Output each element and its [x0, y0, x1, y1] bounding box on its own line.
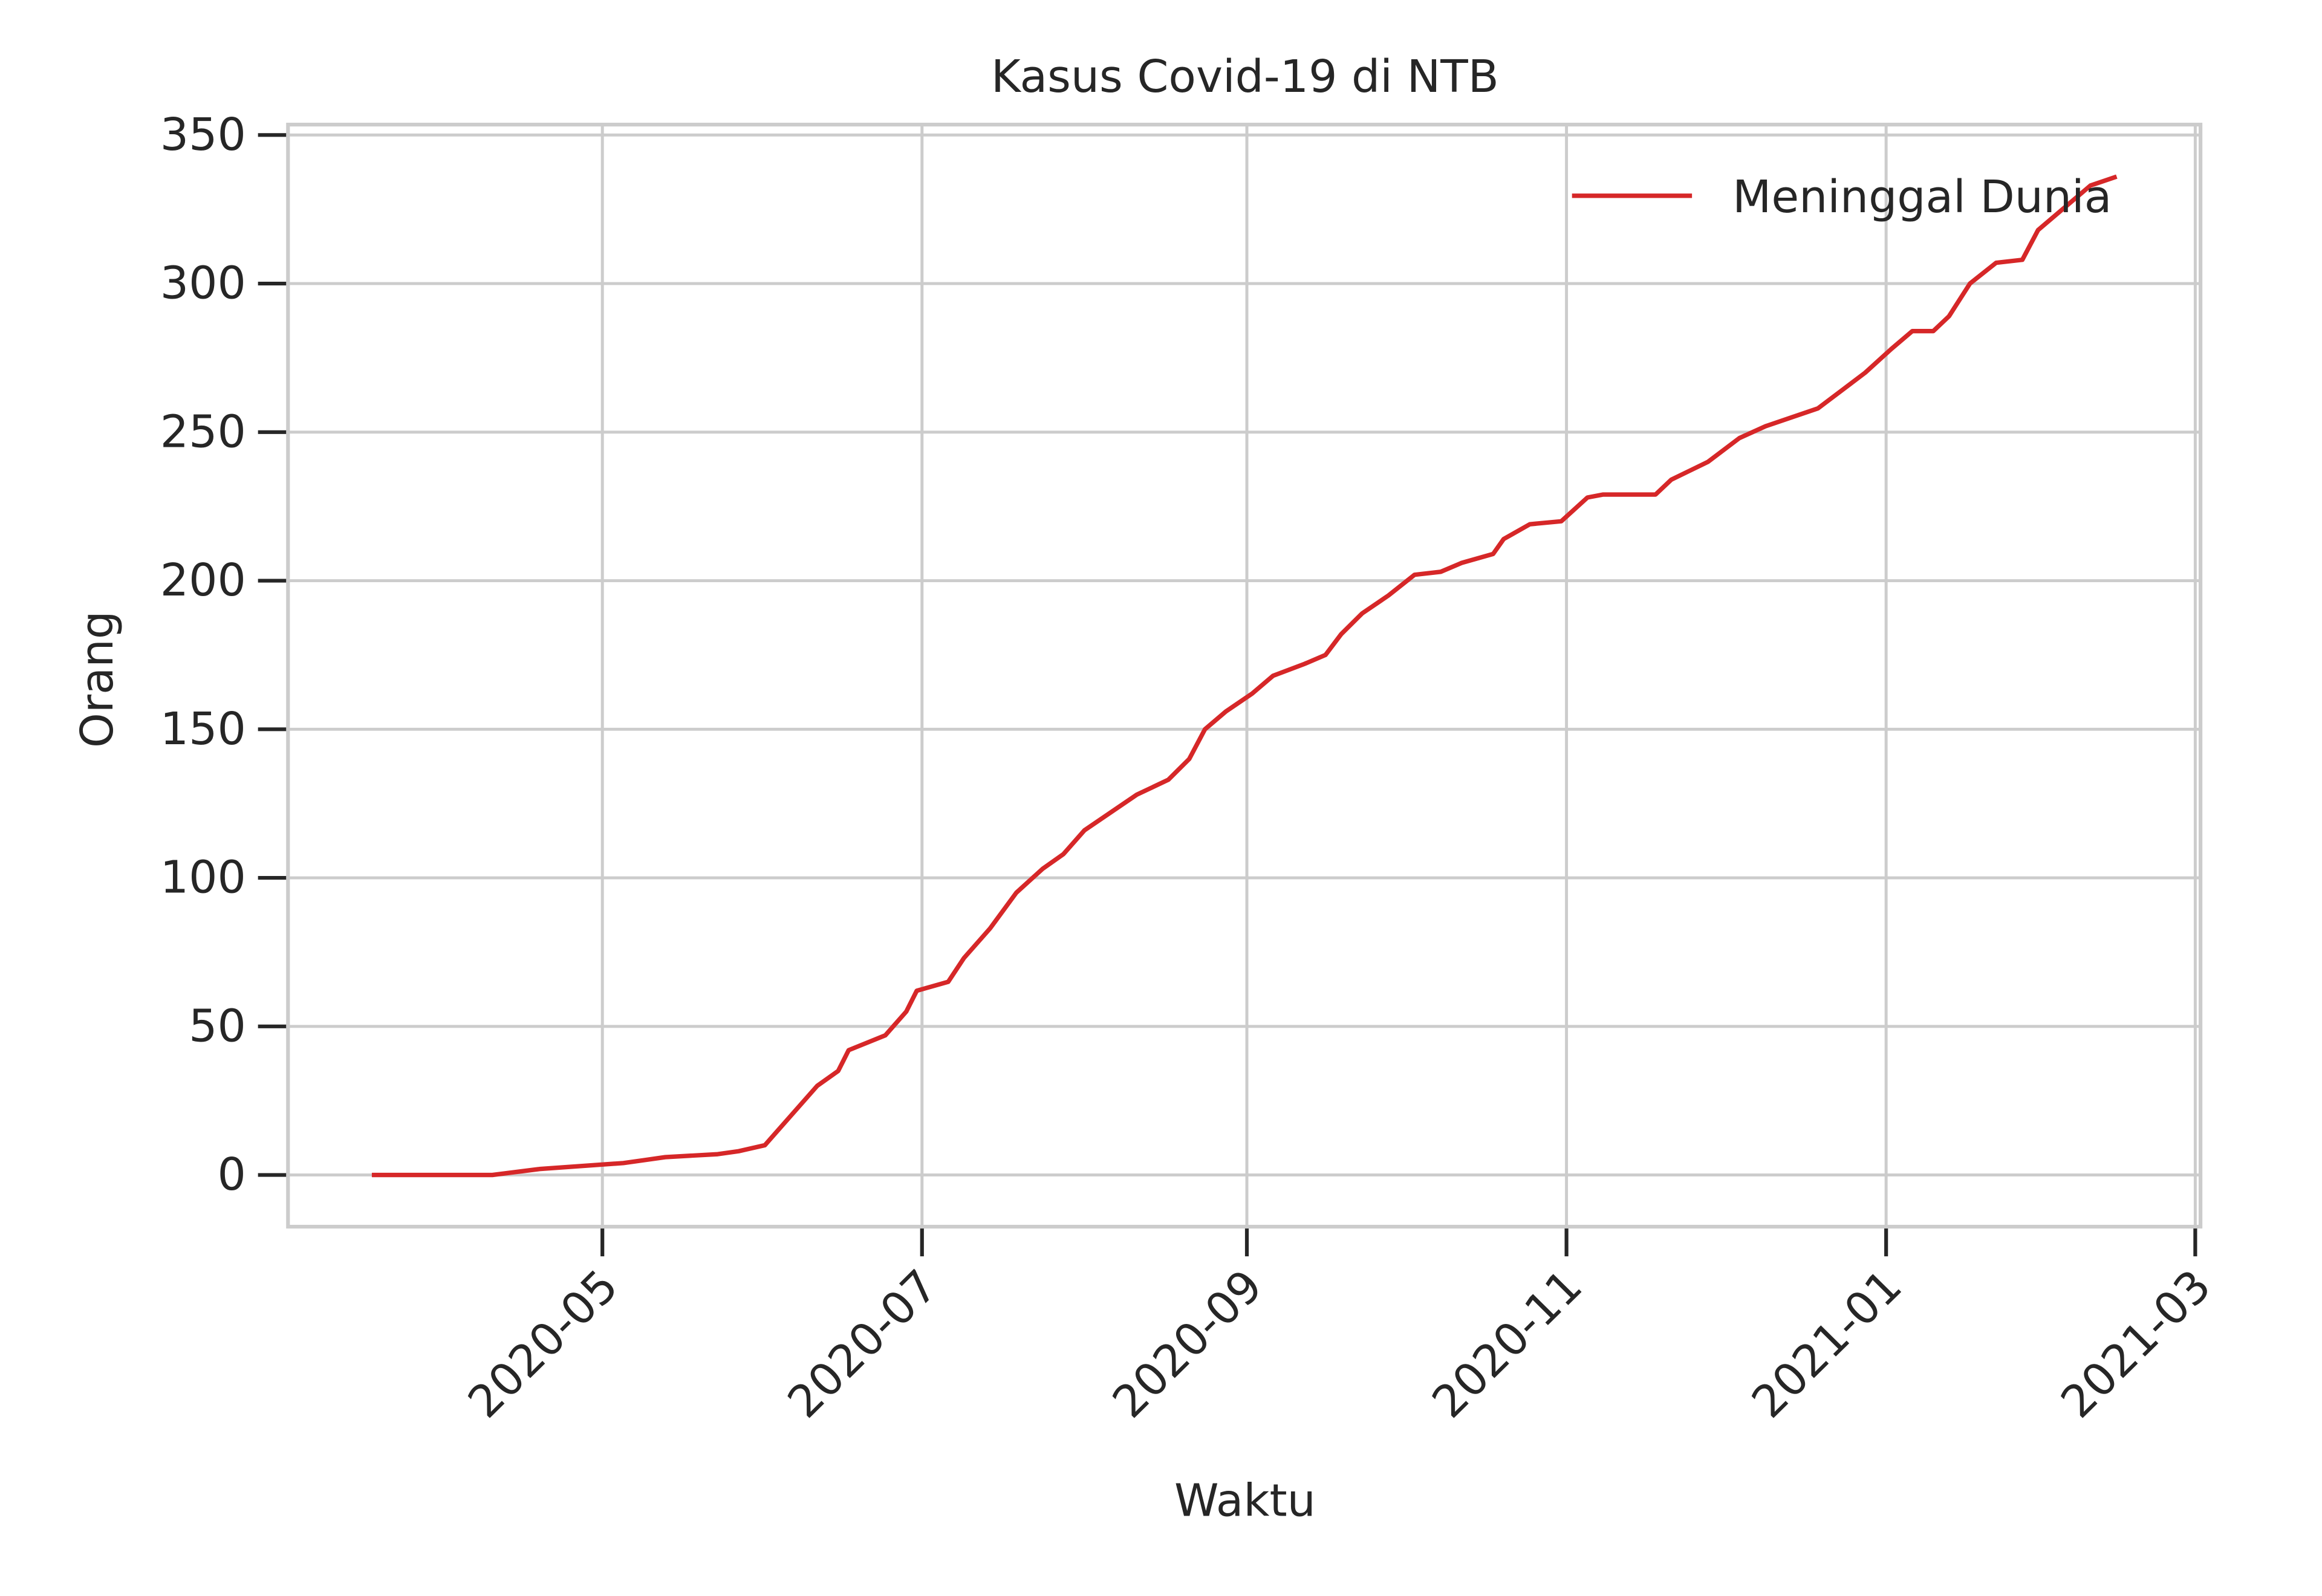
legend-label: Meninggal Dunia — [1732, 171, 2112, 223]
y-tick-label: 100 — [160, 852, 246, 904]
y-tick-label: 0 — [217, 1149, 246, 1201]
y-tick-label: 50 — [189, 1001, 246, 1053]
y-tick-label: 250 — [160, 406, 246, 458]
y-tick-label: 200 — [160, 554, 246, 606]
y-tick-label: 300 — [160, 258, 246, 310]
chart-title: Kasus Covid-19 di NTB — [991, 51, 1499, 103]
plot-frame — [286, 123, 2203, 1229]
y-tick-label: 350 — [160, 109, 246, 161]
x-axis-label: Waktu — [1174, 1475, 1316, 1527]
y-axis-label: Orang — [71, 611, 123, 748]
y-tick-label: 150 — [160, 703, 246, 755]
data-line — [371, 174, 2118, 1178]
